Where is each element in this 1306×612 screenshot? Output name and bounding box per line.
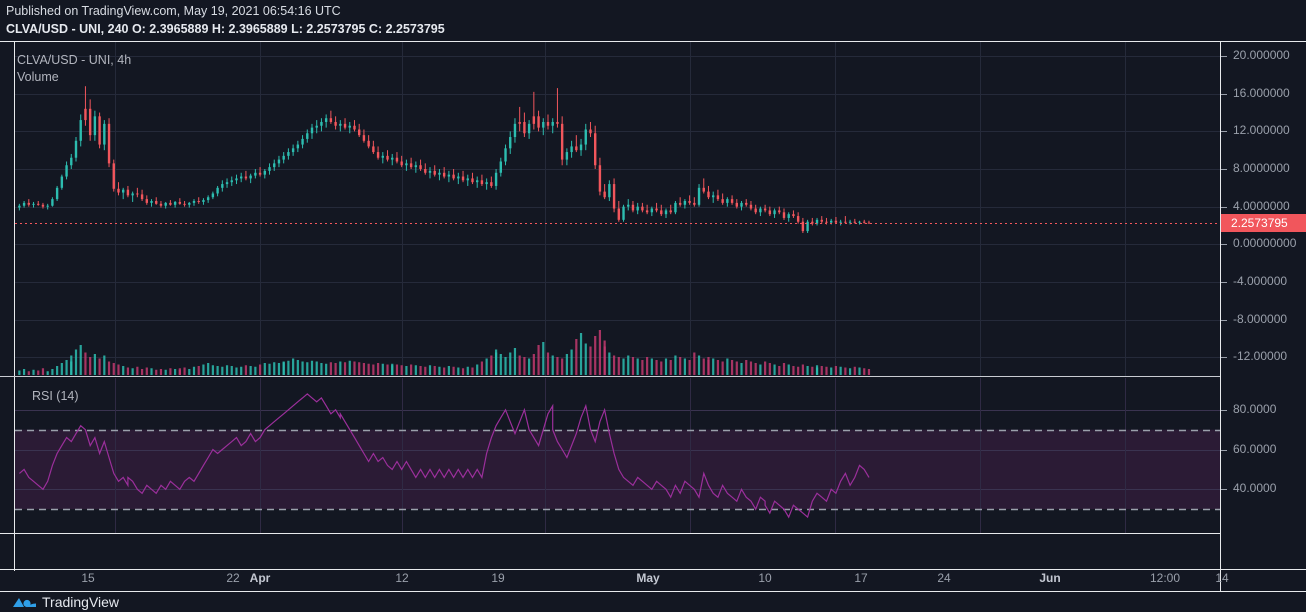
rsi-axis-tick-label: 40.0000 (1233, 481, 1277, 496)
rsi-plot-svg (15, 378, 1220, 533)
price-axis-tick-mark (1221, 244, 1227, 245)
time-axis-tick-label: Apr (249, 571, 271, 585)
time-axis-tick-label: 10 (758, 571, 772, 585)
price-axis-tick-label: -8.000000 (1233, 311, 1288, 326)
time-axis-tick-label: Jun (1039, 571, 1061, 585)
footer-bar: TradingView (0, 593, 1306, 612)
rsi-axis-tick-label: 80.0000 (1233, 401, 1277, 416)
time-axis-tick-label: 15 (81, 571, 95, 585)
rsi-pane[interactable]: RSI (14) (15, 378, 1220, 533)
price-axis-tick-mark (1221, 56, 1227, 57)
time-axis-tick-label: 19 (491, 571, 505, 585)
rsi-axis-tick-mark (1221, 450, 1227, 451)
pane-separator-1[interactable] (0, 376, 1220, 377)
price-axis-tick-mark (1221, 320, 1227, 321)
price-candles-svg (15, 42, 1220, 376)
time-axis[interactable]: 15 22 Apr 12 19 May 10 17 24 Jun 12:00 14 (0, 571, 1306, 593)
price-axis-tick-label: -12.00000 (1233, 349, 1288, 364)
price-axis-tick-label: -4.000000 (1233, 273, 1288, 288)
chart-frame: CLVA/USD - UNI, 4h Volume RSI (14) 20.00… (0, 42, 1306, 571)
current-price-badge[interactable]: 2.2573795 (1221, 214, 1306, 233)
price-axis-tick-mark (1221, 357, 1227, 358)
price-axis-tick-label: 20.000000 (1233, 48, 1290, 63)
price-axis-border (1220, 42, 1221, 571)
price-axis-tick-label: 4.0000000 (1233, 198, 1290, 213)
time-axis-tick-label: 22 (226, 571, 240, 585)
price-axis-tick-label: 8.0000000 (1233, 161, 1290, 175)
price-axis-tick-mark (1221, 282, 1227, 283)
pane-separator-2 (0, 533, 1220, 534)
rsi-axis-tick-mark (1221, 489, 1227, 490)
price-axis-tick-label: 16.000000 (1233, 85, 1290, 100)
time-axis-tick-label: 14 (1215, 571, 1229, 585)
rsi-axis-tick-label: 60.0000 (1233, 441, 1277, 456)
chart-bottom-border (0, 569, 1306, 570)
published-timestamp: Published on TradingView.com, May 19, 20… (6, 4, 341, 18)
price-axis-tick-label: 0.00000000 (1233, 236, 1297, 251)
time-axis-divider (0, 591, 1306, 592)
price-axis-tick-mark (1221, 207, 1227, 208)
time-axis-tick-label: May (636, 571, 660, 585)
price-axis[interactable]: 20.000000 16.000000 12.000000 8.0000000 4.00… (1221, 42, 1306, 571)
rsi-axis-tick-mark (1221, 410, 1227, 411)
time-axis-tick-label: 24 (937, 571, 951, 585)
price-axis-tick-label: 12.000000 (1233, 123, 1290, 138)
time-axis-right-divider (1220, 571, 1221, 592)
time-axis-tick-label: 12:00 (1149, 571, 1181, 585)
symbol-ohlc-line: CLVA/USD - UNI, 240 O: 2.3965889 H: 2.39… (6, 22, 445, 36)
time-axis-tick-label: 17 (854, 571, 868, 585)
price-pane[interactable] (15, 42, 1220, 376)
tradingview-logo-icon (12, 593, 38, 612)
header-bar: Published on TradingView.com, May 19, 20… (0, 0, 1306, 42)
plot-left-border (14, 42, 15, 571)
header-divider (0, 41, 1306, 42)
tradingview-brand-label: TradingView (42, 594, 120, 610)
time-axis-tick-label: 12 (395, 571, 409, 585)
price-axis-tick-mark (1221, 131, 1227, 132)
price-axis-tick-mark (1221, 94, 1227, 95)
price-axis-tick-mark (1221, 169, 1227, 170)
